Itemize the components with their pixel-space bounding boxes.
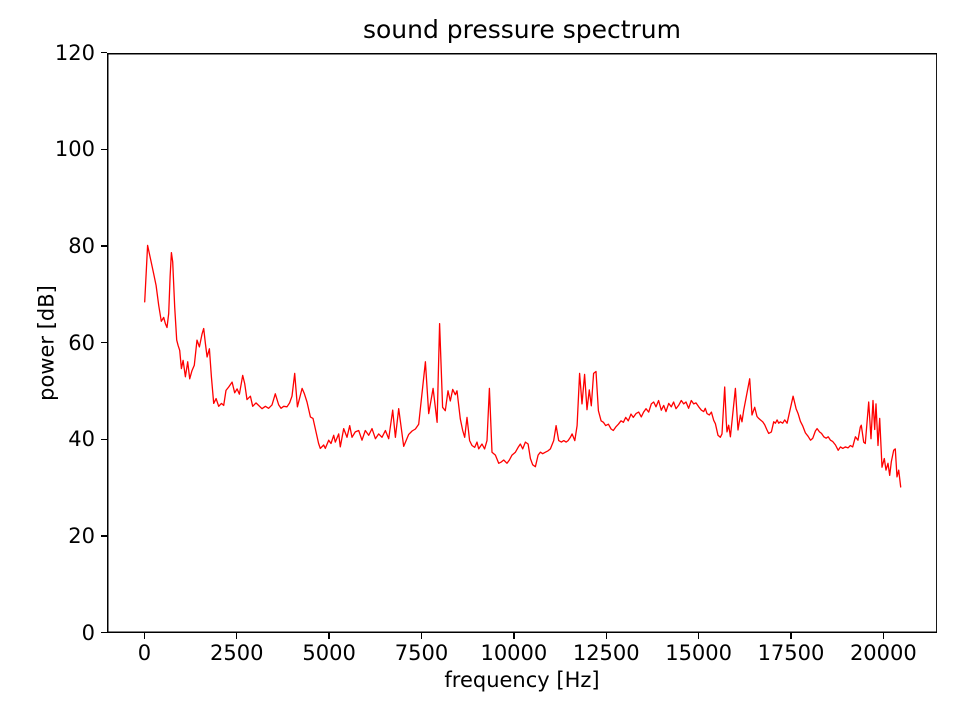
x-axis-label: frequency [Hz] <box>444 668 600 692</box>
x-tick-mark <box>236 632 238 639</box>
x-tick-mark <box>605 632 607 639</box>
y-tick-mark <box>100 245 107 247</box>
x-tick-mark <box>697 632 700 639</box>
plot-svg <box>106 52 938 633</box>
x-tick-label: 12500 <box>572 640 640 665</box>
chart-title: sound pressure spectrum <box>362 15 682 44</box>
x-tick-mark <box>328 632 330 639</box>
x-tick-label: 10000 <box>480 640 548 665</box>
y-tick-label: 100 <box>54 137 95 162</box>
y-tick-mark <box>100 438 107 441</box>
x-tick-label: 15000 <box>665 640 733 665</box>
x-tick-label: 17500 <box>757 640 825 665</box>
y-tick-label: 120 <box>54 40 95 65</box>
x-tick-mark <box>513 632 515 639</box>
x-tick-label: 2500 <box>210 640 264 665</box>
y-tick-label: 80 <box>68 234 95 259</box>
x-tick-label: 20000 <box>849 640 917 665</box>
x-tick-label: 7500 <box>394 640 449 665</box>
axes-spines <box>106 52 938 633</box>
plot-area <box>106 52 938 633</box>
x-tick-label: 5000 <box>302 640 356 665</box>
spectrum-line <box>143 244 902 488</box>
y-tick-label: 40 <box>68 427 95 452</box>
x-tick-mark <box>790 632 792 639</box>
x-tick-mark <box>882 632 885 639</box>
y-tick-mark <box>100 342 107 344</box>
y-tick-label: 20 <box>68 524 95 549</box>
x-tick-mark <box>143 632 146 639</box>
y-tick-mark <box>100 632 107 634</box>
y-tick-mark <box>100 535 107 537</box>
x-tick-mark <box>420 632 423 639</box>
y-tick-label: 60 <box>68 330 95 355</box>
x-tick-label: 0 <box>137 640 152 665</box>
y-tick-mark <box>100 52 107 54</box>
y-tick-label: 0 <box>81 620 95 645</box>
y-tick-mark <box>100 148 107 151</box>
